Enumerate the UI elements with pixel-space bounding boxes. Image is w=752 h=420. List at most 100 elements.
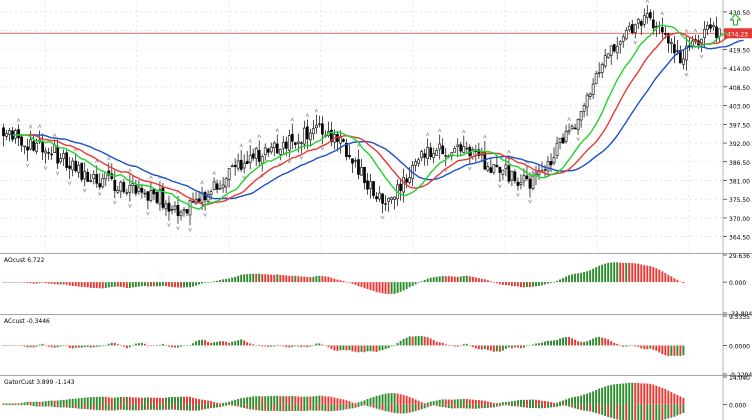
- candle[interactable]: [5, 129, 8, 141]
- candle[interactable]: [293, 142, 297, 149]
- candle[interactable]: [432, 147, 436, 164]
- candle[interactable]: [709, 17, 712, 33]
- candle[interactable]: [531, 170, 535, 191]
- candle[interactable]: [426, 138, 430, 166]
- candle[interactable]: [83, 162, 87, 187]
- candle[interactable]: [501, 169, 505, 181]
- candle[interactable]: [561, 133, 565, 144]
- candle[interactable]: [573, 123, 577, 130]
- candle[interactable]: [423, 148, 427, 166]
- candle[interactable]: [393, 196, 396, 210]
- candle[interactable]: [71, 157, 75, 177]
- candle[interactable]: [182, 207, 186, 217]
- candle[interactable]: [378, 186, 381, 202]
- candle[interactable]: [86, 168, 90, 183]
- candle[interactable]: [712, 21, 715, 31]
- candle[interactable]: [474, 144, 478, 163]
- candle[interactable]: [239, 149, 243, 172]
- candle[interactable]: [215, 179, 219, 194]
- candle[interactable]: [603, 48, 607, 69]
- candle[interactable]: [685, 35, 688, 71]
- candle[interactable]: [62, 149, 66, 167]
- candle[interactable]: [26, 138, 29, 162]
- candle[interactable]: [104, 171, 108, 187]
- candle[interactable]: [564, 125, 568, 144]
- candle[interactable]: [245, 150, 249, 165]
- candle[interactable]: [275, 134, 279, 155]
- candle[interactable]: [387, 197, 390, 212]
- candle[interactable]: [384, 195, 387, 211]
- candle[interactable]: [453, 145, 457, 153]
- candle[interactable]: [113, 170, 117, 199]
- candle[interactable]: [624, 27, 628, 41]
- candle[interactable]: [621, 33, 625, 48]
- candle[interactable]: [221, 176, 225, 193]
- candle[interactable]: [519, 174, 523, 190]
- candle[interactable]: [128, 174, 132, 202]
- candle[interactable]: [627, 21, 631, 33]
- candle[interactable]: [660, 17, 664, 39]
- candle[interactable]: [390, 196, 393, 205]
- candle[interactable]: [194, 191, 198, 205]
- candle[interactable]: [290, 123, 294, 150]
- candle[interactable]: [369, 173, 372, 199]
- candle[interactable]: [670, 38, 673, 54]
- candle[interactable]: [110, 163, 114, 181]
- candle[interactable]: [140, 183, 144, 199]
- candle[interactable]: [597, 62, 601, 78]
- candle[interactable]: [122, 178, 126, 194]
- candle[interactable]: [23, 145, 26, 155]
- candle[interactable]: [570, 124, 574, 131]
- candle[interactable]: [95, 165, 99, 188]
- candle[interactable]: [706, 21, 709, 36]
- candle[interactable]: [642, 8, 646, 28]
- candle[interactable]: [266, 147, 270, 157]
- candle[interactable]: [92, 170, 96, 185]
- candle[interactable]: [459, 141, 463, 156]
- candle[interactable]: [420, 149, 424, 162]
- candle[interactable]: [456, 138, 460, 158]
- candle[interactable]: [65, 149, 69, 171]
- candle[interactable]: [351, 158, 354, 173]
- candle[interactable]: [68, 157, 72, 179]
- candle[interactable]: [486, 162, 490, 173]
- candle[interactable]: [263, 143, 267, 161]
- candle[interactable]: [339, 130, 342, 154]
- candle[interactable]: [170, 205, 174, 215]
- candle[interactable]: [14, 128, 17, 144]
- candle[interactable]: [582, 102, 586, 118]
- candle[interactable]: [56, 139, 60, 170]
- candle[interactable]: [143, 189, 147, 198]
- candle[interactable]: [555, 136, 559, 159]
- candle[interactable]: [149, 181, 153, 203]
- candle[interactable]: [330, 121, 333, 147]
- candle[interactable]: [125, 188, 129, 196]
- candle[interactable]: [209, 189, 213, 201]
- candle[interactable]: [191, 192, 195, 203]
- candle[interactable]: [315, 114, 318, 134]
- candle[interactable]: [576, 118, 580, 135]
- candle[interactable]: [579, 110, 583, 128]
- candle[interactable]: [546, 155, 550, 177]
- candle[interactable]: [230, 163, 234, 168]
- candle[interactable]: [372, 181, 375, 199]
- candle[interactable]: [342, 138, 345, 143]
- candle[interactable]: [345, 138, 348, 161]
- candle[interactable]: [305, 119, 309, 150]
- candle[interactable]: [134, 179, 138, 197]
- candle[interactable]: [651, 10, 655, 35]
- candle[interactable]: [348, 144, 351, 160]
- candle[interactable]: [89, 173, 93, 183]
- candle[interactable]: [360, 158, 363, 176]
- candle[interactable]: [648, 9, 652, 21]
- candle[interactable]: [462, 135, 466, 154]
- candle[interactable]: [251, 148, 255, 161]
- candle[interactable]: [606, 53, 610, 59]
- candle[interactable]: [633, 23, 637, 39]
- candle[interactable]: [366, 172, 369, 195]
- candle[interactable]: [312, 120, 315, 140]
- candle[interactable]: [516, 177, 520, 191]
- candle[interactable]: [257, 140, 261, 167]
- candle[interactable]: [32, 134, 35, 152]
